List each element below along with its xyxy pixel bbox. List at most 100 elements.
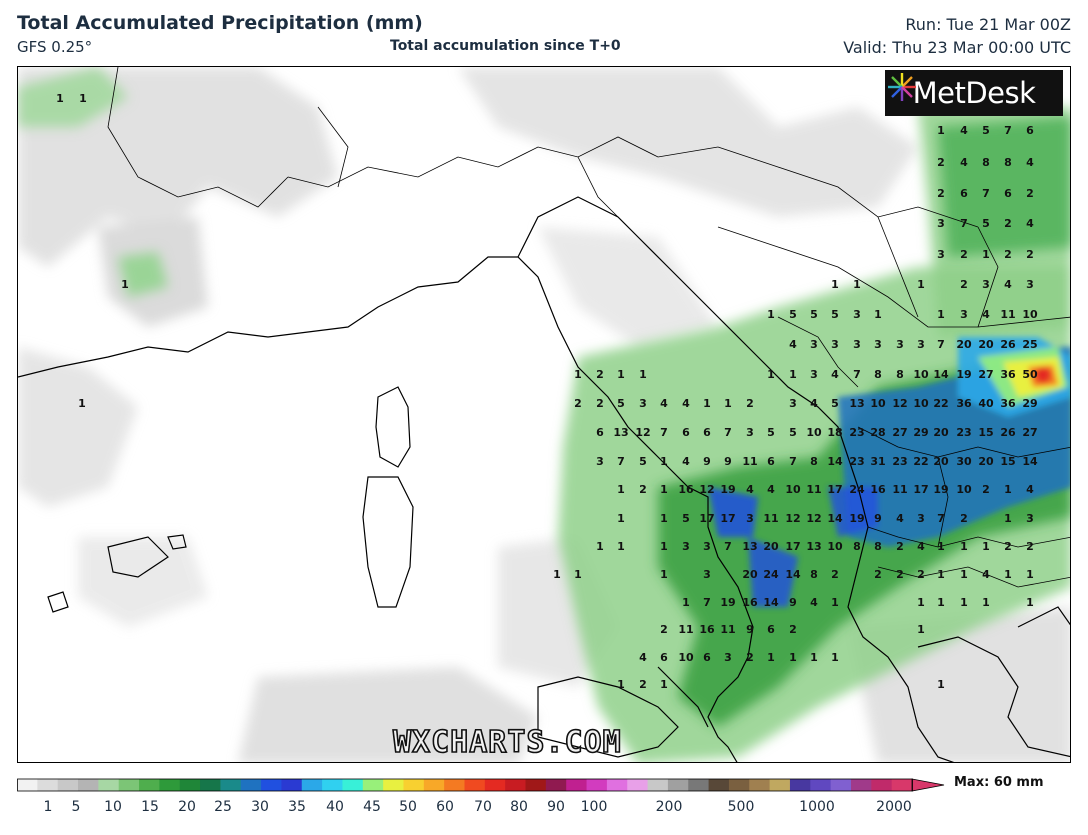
precip-value-label: 2 [1004, 540, 1012, 553]
colorbar-tick-label: 5 [71, 799, 81, 815]
precip-value-label: 5 [789, 426, 797, 439]
precip-value-label: 5 [682, 512, 690, 525]
precip-value-label: 22 [913, 455, 928, 468]
precip-value-label: 12 [785, 512, 800, 525]
precip-value-label: 36 [1000, 397, 1016, 410]
colorbar-swatch [179, 779, 201, 791]
precip-value-label: 1 [982, 596, 990, 609]
precip-value-label: 4 [789, 338, 797, 351]
precip-value-label: 11 [806, 483, 821, 496]
precip-value-label: 2 [896, 540, 904, 553]
colorbar-swatch [444, 779, 466, 791]
precip-value-label: 1 [810, 651, 818, 664]
precip-value-label: 6 [1026, 124, 1034, 137]
precip-value-label: 2 [639, 678, 647, 691]
colorbar-swatch [891, 779, 913, 791]
precip-value-label: 1 [56, 92, 64, 105]
precip-value-label: 13 [613, 426, 628, 439]
precip-value-label: 36 [1000, 368, 1016, 381]
precip-value-label: 8 [874, 540, 882, 553]
precip-value-label: 2 [574, 397, 582, 410]
precip-value-label: 3 [853, 338, 861, 351]
precip-value-label: 4 [982, 308, 990, 321]
precip-value-label: 1 [703, 397, 711, 410]
metdesk-logo: MetDesk [885, 70, 1063, 116]
precip-value-label: 12 [635, 426, 650, 439]
colorbar-swatch [362, 779, 384, 791]
precip-value-label: 36 [956, 397, 972, 410]
colorbar-swatch [118, 779, 140, 791]
precip-value-label: 5 [810, 308, 818, 321]
precip-value-label: 1 [660, 483, 668, 496]
precip-value-label: 10 [956, 483, 972, 496]
precip-value-label: 16 [870, 483, 886, 496]
colorbar-swatch [342, 779, 364, 791]
precip-value-label: 16 [742, 596, 758, 609]
colorbar-swatch [708, 779, 730, 791]
precip-value-label: 1 [682, 596, 690, 609]
precip-value-label: 10 [827, 540, 843, 553]
precip-value-label: 2 [831, 568, 839, 581]
precip-value-label: 5 [831, 308, 839, 321]
precip-value-label: 4 [1026, 483, 1034, 496]
precip-value-label: 3 [596, 455, 604, 468]
colorbar-swatch [667, 779, 689, 791]
colorbar-swatch [281, 779, 303, 791]
precip-value-label: 3 [746, 512, 754, 525]
precip-value-label: 5 [767, 426, 775, 439]
precip-value-label: 5 [617, 397, 625, 410]
precip-value-label: 13 [849, 397, 864, 410]
country-borders [107, 67, 1070, 588]
precip-value-label: 31 [870, 455, 885, 468]
precip-value-label: 2 [789, 623, 797, 636]
precip-value-label: 19 [849, 512, 864, 525]
precip-value-label: 2 [982, 483, 990, 496]
precip-value-label: 40 [978, 397, 994, 410]
precip-value-label: 9 [874, 512, 882, 525]
precip-value-label: 3 [682, 540, 690, 553]
colorbar-swatch [871, 779, 893, 791]
precip-value-label: 2 [960, 278, 968, 291]
precip-value-label: 1 [917, 596, 925, 609]
precip-value-label: 1 [79, 92, 87, 105]
precip-value-label: 14 [763, 596, 779, 609]
precip-value-label: 3 [960, 308, 968, 321]
precip-value-label: 2 [937, 187, 945, 200]
precip-value-label: 1 [937, 596, 945, 609]
colorbar-swatch [525, 779, 547, 791]
colorbar-tick-label: 50 [399, 799, 417, 815]
precip-value-label: 19 [720, 596, 735, 609]
precip-value-label: 3 [917, 338, 925, 351]
precip-value-label: 14 [1022, 455, 1038, 468]
precip-value-label: 9 [789, 596, 797, 609]
precip-value-label: 8 [874, 368, 882, 381]
colorbar-gradient [17, 778, 945, 792]
colorbar-tick-label: 80 [510, 799, 528, 815]
precip-value-label: 3 [724, 651, 732, 664]
precip-value-label: 2 [1004, 248, 1012, 261]
precip-value-label: 2 [596, 397, 604, 410]
colorbar-swatch [789, 779, 811, 791]
precip-value-label: 1 [767, 308, 775, 321]
precip-value-label: 1 [960, 568, 968, 581]
precip-value-label: 6 [703, 426, 711, 439]
precip-value-label: 3 [937, 248, 945, 261]
precip-value-label: 10 [678, 651, 694, 664]
precip-value-label: 8 [1004, 156, 1012, 169]
precip-value-label: 2 [917, 568, 925, 581]
precip-value-label: 5 [982, 124, 990, 137]
colorbar-swatch [850, 779, 872, 791]
precip-value-label: 3 [1026, 278, 1034, 291]
colorbar-tick-label: 40 [326, 799, 344, 815]
precip-value-label: 1 [639, 368, 647, 381]
precip-value-label: 14 [785, 568, 801, 581]
precip-value-label: 15 [1000, 455, 1015, 468]
precip-value-label: 5 [982, 217, 990, 230]
precip-value-label: 20 [978, 338, 994, 351]
precip-value-label: 8 [810, 568, 818, 581]
precip-value-label: 7 [853, 368, 861, 381]
precip-value-label: 1 [1026, 596, 1034, 609]
precip-value-label: 20 [933, 455, 949, 468]
